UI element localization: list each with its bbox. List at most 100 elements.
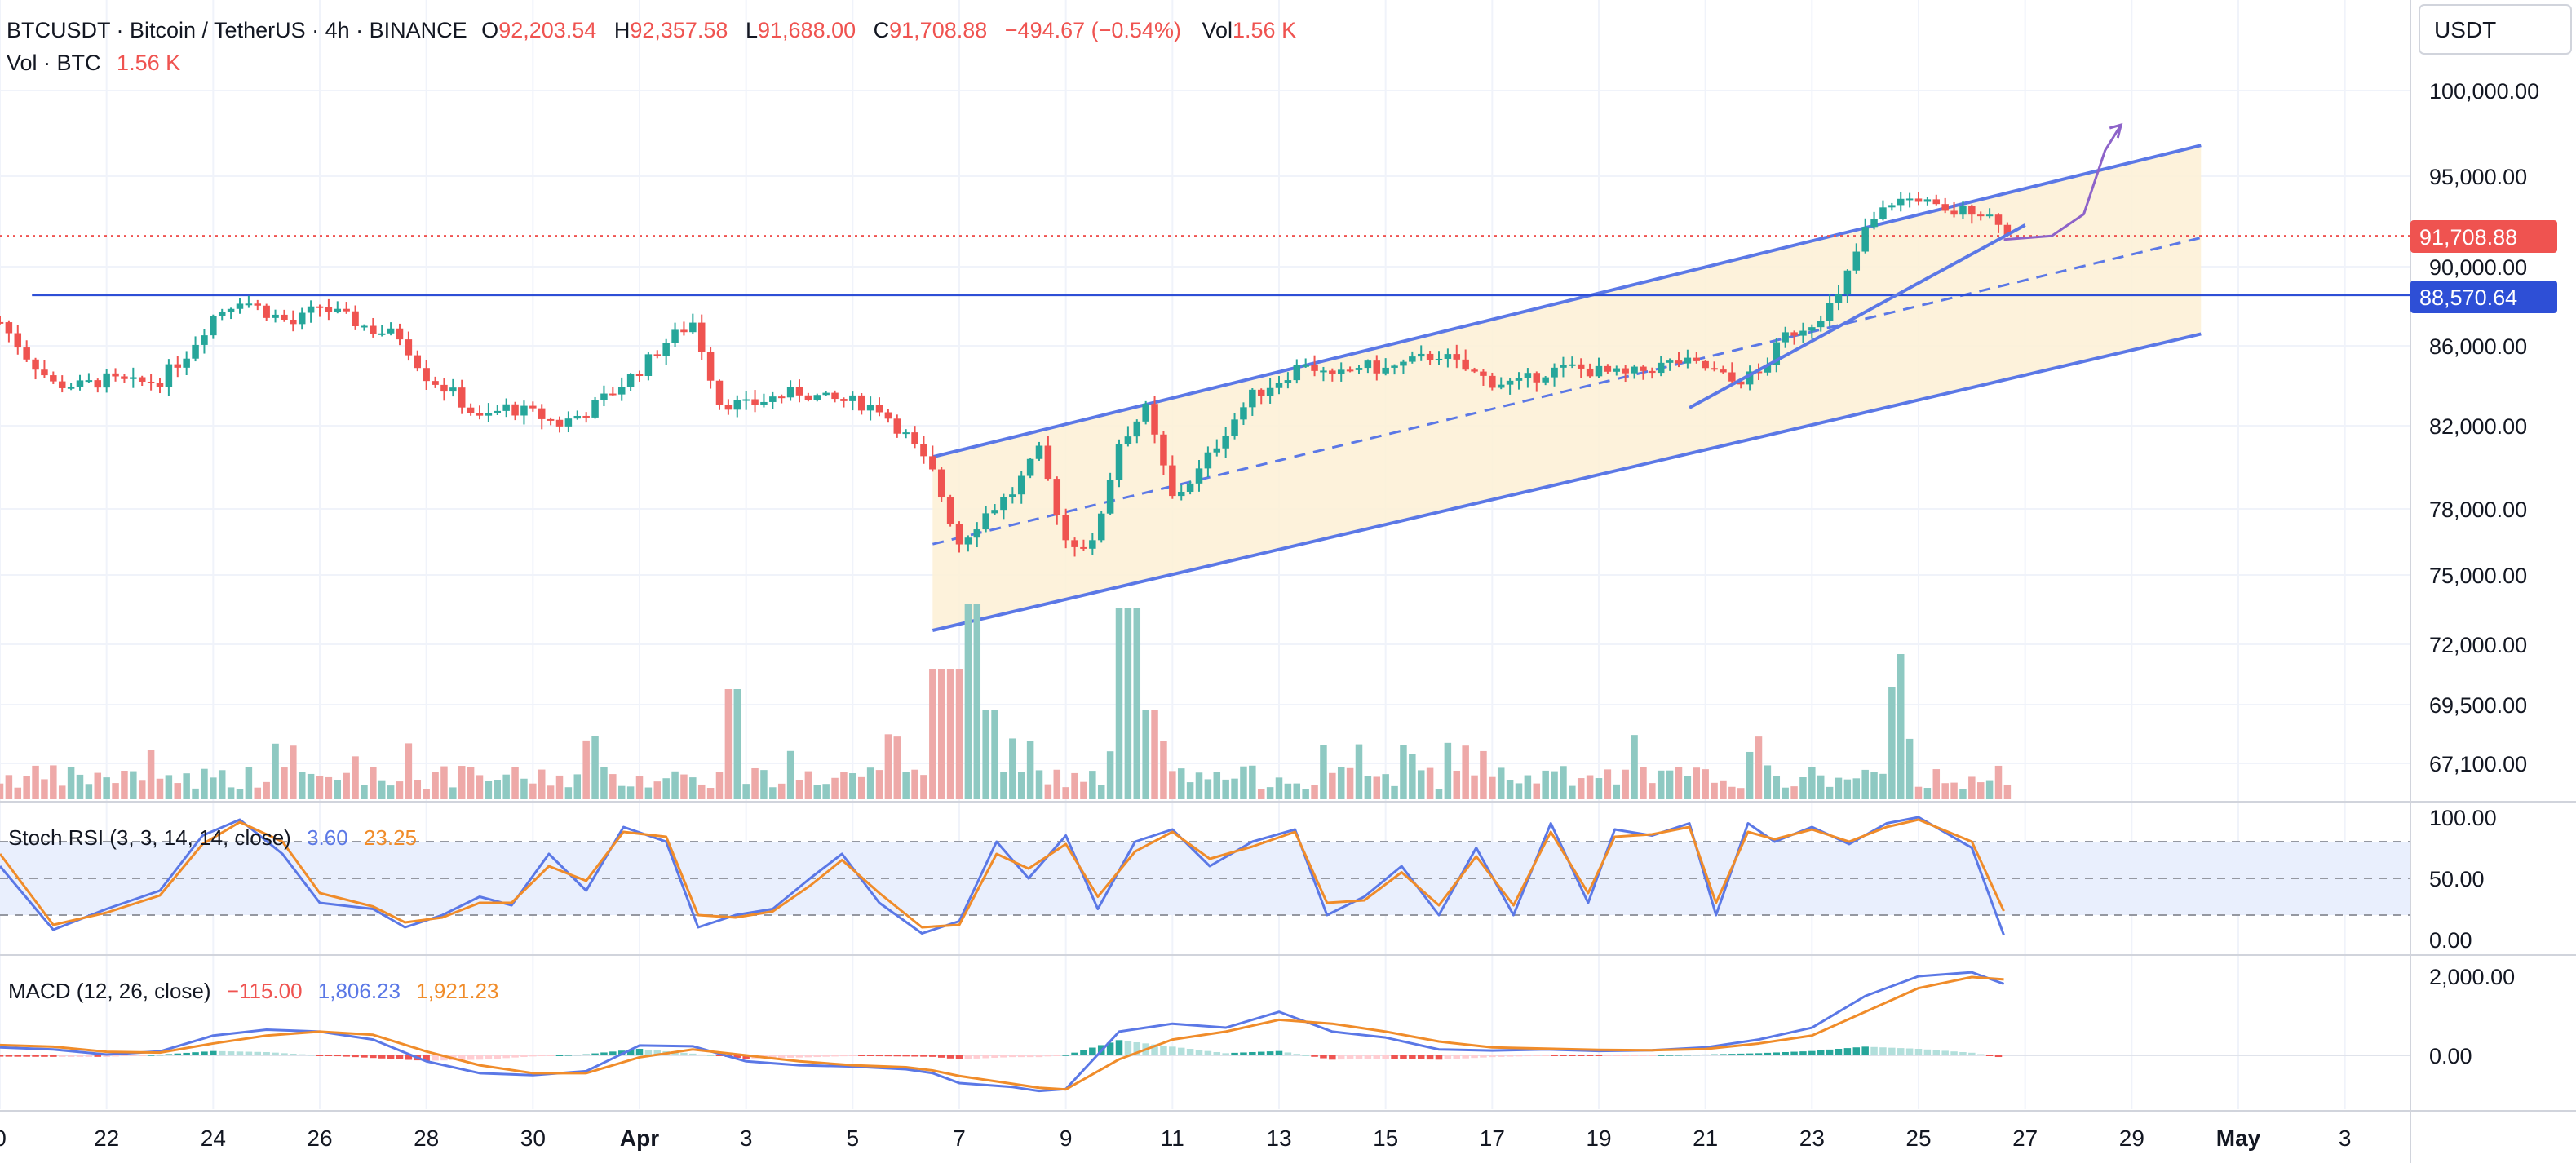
- volume-bar: [1409, 754, 1416, 799]
- candle-body: [786, 387, 794, 398]
- volume-bar: [777, 783, 786, 799]
- macd-histogram-bar: [1071, 1052, 1078, 1055]
- volume-bar: [467, 767, 475, 799]
- time-axis[interactable]: 0 22 24 26 28 30 Apr 3 5 7 9 11 13 15 17 19 21 23 25 27 29 Ma…: [0, 1125, 2351, 1151]
- candle-body: [1994, 214, 2003, 225]
- candle-body: [1773, 342, 1781, 365]
- time-tick-label: 24: [201, 1125, 226, 1151]
- macd-histogram-bar: [32, 1055, 39, 1057]
- volume-bar: [1702, 769, 1709, 799]
- macd-histogram-bar: [1790, 1051, 1798, 1055]
- candle-body: [920, 444, 927, 457]
- macd-histogram-bar: [1560, 1055, 1567, 1056]
- candle-body: [1435, 358, 1443, 360]
- macd-pane[interactable]: [0, 971, 2410, 1093]
- volume-bar: [5, 775, 13, 799]
- volume-bar: [1577, 778, 1585, 799]
- candle-body: [1329, 370, 1336, 374]
- macd-histogram-bar: [777, 1055, 786, 1059]
- volume-bar: [1062, 787, 1069, 799]
- volume-bar: [529, 783, 537, 799]
- time-tick-label: 22: [94, 1125, 119, 1151]
- volume-bar: [1870, 772, 1878, 799]
- macd-histogram-bar: [281, 1053, 288, 1055]
- stoch-d-line: [0, 818, 2005, 929]
- candle-body: [555, 419, 564, 427]
- time-tick-label: 3: [2339, 1125, 2352, 1151]
- macd-tick-label: 0.00: [2429, 1044, 2472, 1068]
- legend-vol-label: Vol: [1202, 18, 1233, 42]
- volume-bar: [1151, 710, 1158, 799]
- volume-bar: [325, 776, 333, 799]
- candle-body: [254, 303, 262, 306]
- macd-histogram-bar: [245, 1051, 253, 1055]
- stoch-rsi-pane[interactable]: [0, 816, 2410, 936]
- macd-histogram-bar: [1640, 1055, 1647, 1056]
- volume-bar: [1533, 783, 1541, 799]
- volume-bar: [298, 772, 306, 799]
- volume-bar: [671, 771, 679, 799]
- volume-bar: [902, 772, 910, 799]
- volume-bar: [1337, 767, 1345, 799]
- stoch-k-value: 3.60: [307, 825, 348, 850]
- price-axis[interactable]: 100,000.00 95,000.00 90,000.00 86,000.00 82,…: [2429, 79, 2539, 1068]
- candle-body: [1462, 359, 1469, 370]
- macd-histogram-bar: [831, 1055, 839, 1057]
- candle-body: [298, 312, 306, 325]
- level-price-tag: [2410, 281, 2557, 313]
- currency-label[interactable]: USDT: [2434, 17, 2496, 42]
- candle-body: [1923, 199, 1932, 202]
- volume-bar: [476, 775, 484, 799]
- candle-body: [795, 387, 803, 396]
- candle-body: [911, 432, 918, 444]
- candle-body: [41, 369, 48, 376]
- volume-bar: [1817, 775, 1825, 799]
- volume-bar: [1346, 767, 1354, 799]
- stoch-label: Stoch RSI (3, 3, 14, 14, close): [8, 825, 291, 850]
- macd-histogram-bar: [58, 1055, 66, 1057]
- macd-histogram-bar: [41, 1055, 48, 1057]
- macd-histogram-bar: [1604, 1055, 1612, 1056]
- volume-bar: [50, 765, 57, 799]
- macd-histogram-bar: [1346, 1055, 1354, 1059]
- candle-body: [724, 405, 733, 410]
- macd-histogram-bar: [370, 1055, 377, 1059]
- volume-bar: [1764, 765, 1772, 799]
- time-tick-label: 26: [307, 1125, 332, 1151]
- candle-body: [1506, 380, 1514, 385]
- macd-histogram-bar: [520, 1055, 528, 1058]
- candle-body: [831, 392, 839, 400]
- volume-bar: [1471, 775, 1478, 799]
- macd-histogram-bar: [689, 1053, 697, 1055]
- candle-body: [67, 387, 75, 389]
- macd-histogram-bar: [1435, 1055, 1443, 1060]
- time-tick-label: 30: [520, 1125, 546, 1151]
- volume-bar: [1417, 770, 1425, 799]
- volume-bar: [857, 776, 865, 799]
- candle-body: [1542, 377, 1549, 383]
- candlesticks[interactable]: [0, 191, 2012, 557]
- volume-bar: [94, 772, 102, 799]
- candle-body: [955, 524, 963, 545]
- time-tick-label: 28: [414, 1125, 439, 1151]
- volume-bar: [58, 785, 66, 799]
- candle-body: [85, 380, 93, 383]
- macd-histogram-bar: [1923, 1049, 1932, 1055]
- macd-histogram-bar: [1595, 1055, 1603, 1056]
- candle-body: [1204, 452, 1212, 469]
- volume-bar: [1613, 784, 1621, 799]
- macd-histogram-bar: [343, 1055, 350, 1057]
- volume-bar: [1737, 788, 1745, 799]
- macd-histogram-bar: [1764, 1052, 1772, 1055]
- macd-histogram-bar: [1009, 1055, 1016, 1058]
- candle-body: [50, 375, 57, 382]
- volume-bar: [1222, 779, 1229, 799]
- candle-body: [1702, 360, 1709, 369]
- volume-bar: [449, 787, 457, 799]
- currency-box[interactable]: [2419, 4, 2572, 55]
- candle-body: [1186, 483, 1194, 492]
- candle-body: [156, 383, 164, 387]
- macd-histogram-bar: [5, 1055, 13, 1057]
- volume-bar: [1453, 770, 1461, 799]
